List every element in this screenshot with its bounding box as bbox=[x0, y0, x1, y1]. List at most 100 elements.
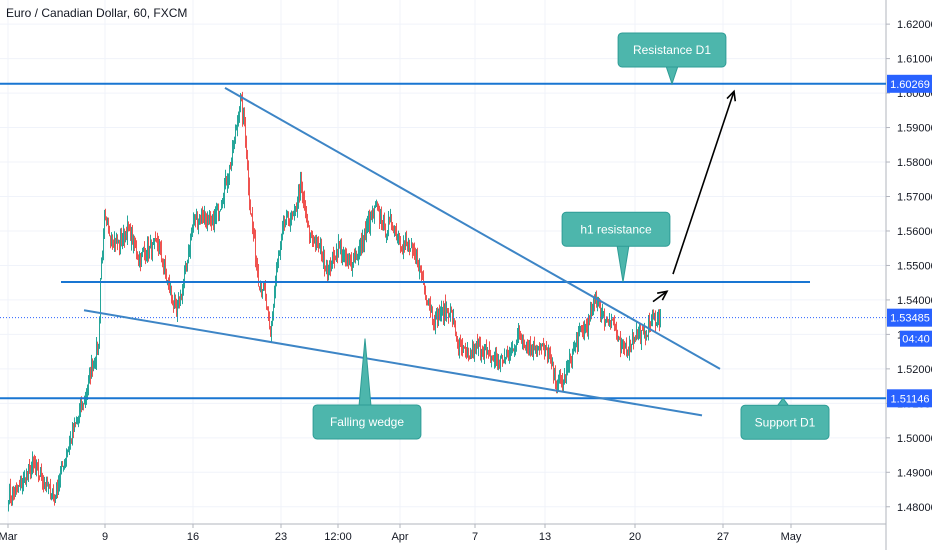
candle-body bbox=[338, 241, 339, 257]
candle-body bbox=[467, 348, 468, 353]
candle-body bbox=[485, 349, 486, 351]
candle-body bbox=[635, 338, 636, 340]
candle-body bbox=[534, 340, 535, 350]
candle-body bbox=[572, 349, 573, 364]
candle-body bbox=[95, 360, 96, 362]
candle-body bbox=[144, 249, 145, 254]
candle-body bbox=[434, 321, 435, 327]
candle-body bbox=[63, 467, 64, 469]
candle-body bbox=[147, 244, 148, 257]
candle-body bbox=[427, 300, 428, 304]
candle-body bbox=[319, 246, 320, 248]
candle-body bbox=[417, 254, 418, 267]
candle-body bbox=[118, 242, 119, 244]
candle-body bbox=[457, 338, 458, 345]
candle-body bbox=[420, 265, 421, 270]
candle-body bbox=[639, 330, 640, 334]
candle-body bbox=[569, 357, 570, 365]
candle-body bbox=[140, 256, 141, 264]
candle-body bbox=[267, 307, 268, 310]
candle-body bbox=[279, 250, 280, 256]
candle-body bbox=[239, 110, 240, 121]
candle-body bbox=[79, 410, 80, 416]
candle-body bbox=[375, 206, 376, 208]
candle-body bbox=[444, 303, 445, 319]
candle-body bbox=[653, 313, 654, 316]
candle-body bbox=[440, 315, 441, 317]
candle-body bbox=[401, 249, 402, 251]
candle-body bbox=[358, 251, 359, 258]
candle-body bbox=[159, 245, 160, 250]
candle-body bbox=[187, 263, 188, 265]
candle-body bbox=[377, 204, 378, 206]
candle-body bbox=[463, 346, 464, 352]
candle-body bbox=[655, 315, 656, 326]
candle-body bbox=[40, 472, 41, 477]
candle-body bbox=[590, 309, 591, 319]
candle-body bbox=[645, 331, 646, 341]
candle-body bbox=[495, 355, 496, 359]
candle-body bbox=[199, 215, 200, 220]
candle-body bbox=[588, 317, 589, 332]
candle-body bbox=[458, 342, 459, 351]
candle-body bbox=[386, 233, 387, 236]
candle-body bbox=[660, 317, 661, 325]
candle-body bbox=[605, 321, 606, 324]
candle-body bbox=[400, 243, 401, 250]
candle-body bbox=[31, 466, 32, 475]
candle-body bbox=[378, 204, 379, 209]
candle-body bbox=[585, 325, 586, 328]
candle-body bbox=[74, 422, 75, 432]
candle-body bbox=[594, 299, 595, 304]
candle-body bbox=[16, 485, 17, 487]
candle-body bbox=[425, 287, 426, 297]
candle-body bbox=[78, 415, 79, 421]
candle-body bbox=[334, 255, 335, 261]
candle-body bbox=[324, 252, 325, 269]
candle-body bbox=[98, 344, 99, 353]
candle-body bbox=[336, 249, 337, 258]
candle-body bbox=[289, 220, 290, 226]
candle-body bbox=[368, 217, 369, 226]
candle-body bbox=[351, 260, 352, 267]
candle-body bbox=[209, 217, 210, 219]
candle-body bbox=[296, 207, 297, 210]
candle-body bbox=[448, 311, 449, 317]
candle-body bbox=[346, 256, 347, 259]
candle-body bbox=[92, 364, 93, 369]
candle-body bbox=[64, 460, 65, 466]
candle-body bbox=[69, 442, 70, 450]
countdown-badge bbox=[900, 330, 932, 347]
candle-body bbox=[405, 240, 406, 246]
candle-body bbox=[60, 471, 61, 480]
candle-body bbox=[56, 484, 57, 499]
countdown-label: 04:40 bbox=[902, 334, 930, 346]
candle-body bbox=[153, 242, 154, 245]
candle-body bbox=[208, 215, 209, 218]
candle-body bbox=[394, 227, 395, 234]
candle-body bbox=[261, 282, 262, 291]
candle-body bbox=[81, 404, 82, 409]
candle-body bbox=[589, 315, 590, 318]
candle-body bbox=[212, 216, 213, 223]
candle-body bbox=[126, 234, 127, 239]
candle-body bbox=[359, 248, 360, 254]
candle-body bbox=[488, 350, 489, 352]
candle-body bbox=[75, 421, 76, 423]
y-tick-label: 1.57000 bbox=[897, 192, 932, 204]
candle-body bbox=[58, 483, 59, 495]
candle-body bbox=[14, 491, 15, 494]
candle-body bbox=[404, 242, 405, 246]
candle-body bbox=[538, 347, 539, 351]
candle-body bbox=[500, 356, 501, 365]
candle-body bbox=[640, 328, 641, 342]
x-tick-label: Mar bbox=[0, 531, 18, 543]
candle-body bbox=[86, 395, 87, 397]
candle-body bbox=[305, 208, 306, 216]
candle-body bbox=[310, 232, 311, 239]
candle-body bbox=[19, 483, 20, 485]
candle-body bbox=[156, 241, 157, 243]
candle-body bbox=[367, 223, 368, 226]
